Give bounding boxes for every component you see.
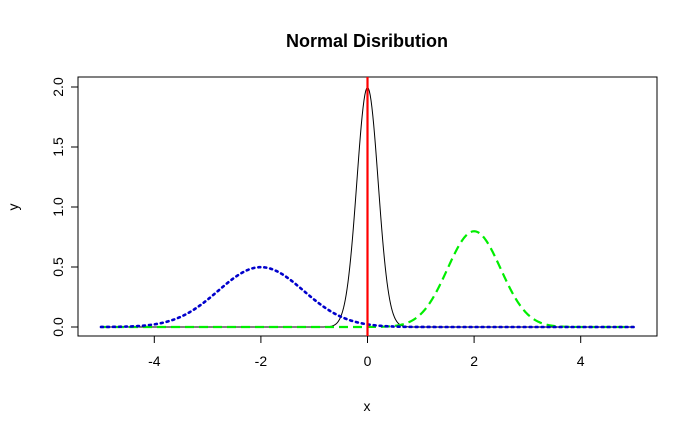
y-tick-label: 1.0 <box>50 197 66 217</box>
chart-title: Normal Disribution <box>286 31 448 51</box>
x-axis: -4 -2 0 2 4 <box>148 336 585 369</box>
x-tick-label: -2 <box>255 353 268 369</box>
x-tick-label: 0 <box>364 353 372 369</box>
y-tick-label: 1.5 <box>50 137 66 157</box>
x-axis-label: x <box>364 398 371 414</box>
x-tick-label: -4 <box>148 353 161 369</box>
x-tick-label: 2 <box>470 353 478 369</box>
y-tick-label: 0.0 <box>50 317 66 337</box>
y-tick-label: 0.5 <box>50 257 66 277</box>
y-axis: 0.0 0.5 1.0 1.5 2.0 <box>50 77 78 337</box>
x-tick-label: 4 <box>577 353 585 369</box>
y-axis-label: y <box>5 204 21 211</box>
y-tick-label: 2.0 <box>50 77 66 97</box>
